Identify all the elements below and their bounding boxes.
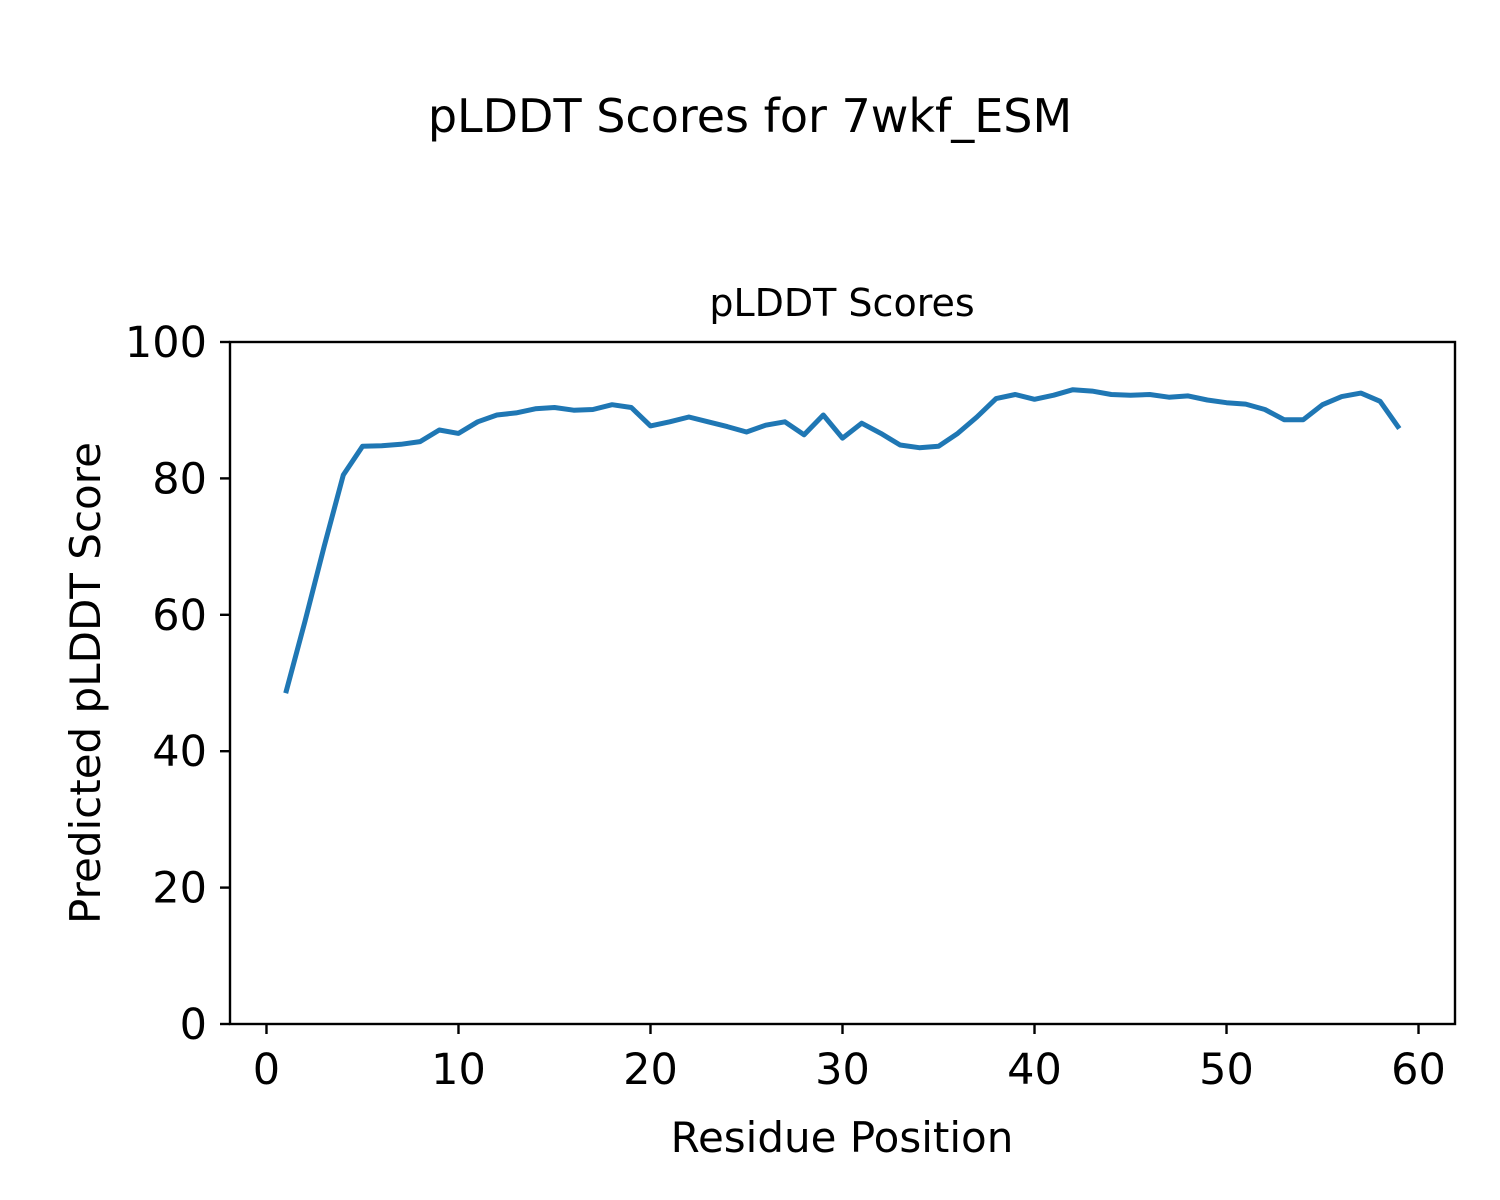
y-tick-label: 80 <box>152 454 207 504</box>
x-tick-label: 40 <box>1007 1045 1062 1095</box>
y-tick-label: 60 <box>152 591 207 641</box>
x-tick-label: 30 <box>815 1045 870 1095</box>
y-axis-label: Predicted pLDDT Score <box>61 442 110 924</box>
x-tick-label: 50 <box>1199 1045 1254 1095</box>
y-axis-ticks: 0 20 40 60 80 100 <box>125 318 230 1050</box>
figure-title: pLDDT Scores for 7wkf_ESM <box>428 89 1072 143</box>
x-tick-label: 60 <box>1391 1045 1446 1095</box>
y-tick-label: 0 <box>180 1000 207 1050</box>
x-axis-label: Residue Position <box>671 1113 1014 1162</box>
x-tick-label: 20 <box>623 1045 678 1095</box>
x-axis-ticks: 0 10 20 30 40 50 60 <box>253 1024 1446 1095</box>
y-tick-label: 20 <box>152 864 207 914</box>
x-tick-label: 10 <box>431 1045 486 1095</box>
pldtt-series-line <box>283 387 1402 694</box>
y-tick-label: 40 <box>152 727 207 777</box>
y-tick-label: 100 <box>125 318 207 368</box>
axes-title: pLDDT Scores <box>709 281 974 325</box>
axes-box <box>228 340 1457 1026</box>
x-tick-label: 0 <box>253 1045 280 1095</box>
